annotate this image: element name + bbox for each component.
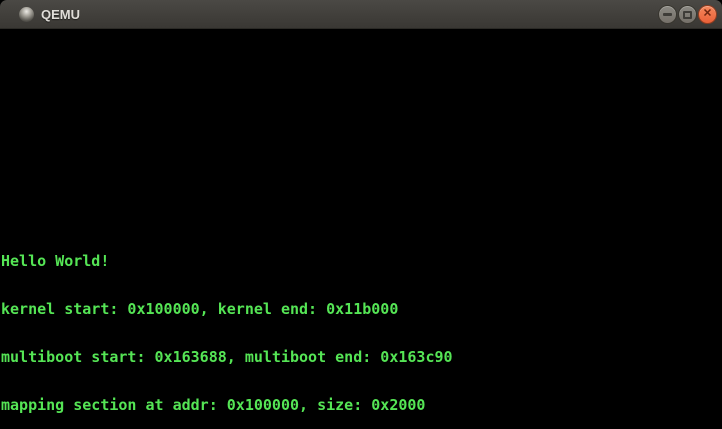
- console-line: kernel start: 0x100000, kernel end: 0x11…: [1, 300, 399, 318]
- qemu-window-icon: [19, 7, 34, 22]
- console-line: multiboot start: 0x163688, multiboot end…: [1, 348, 453, 366]
- console-line: mapping section at addr: 0x100000, size:…: [1, 396, 426, 414]
- maximize-button[interactable]: [678, 5, 697, 24]
- close-icon: ✕: [702, 7, 713, 20]
- close-button[interactable]: ✕: [698, 5, 717, 24]
- maximize-icon: [683, 10, 692, 19]
- window-title: QEMU: [41, 7, 80, 22]
- minimize-button[interactable]: [658, 5, 677, 24]
- window-controls: ✕: [658, 5, 717, 24]
- qemu-vga-display[interactable]: Hello World! kernel start: 0x100000, ker…: [0, 29, 722, 429]
- titlebar[interactable]: QEMU ✕: [0, 0, 722, 29]
- console-output: Hello World! kernel start: 0x100000, ker…: [1, 221, 453, 429]
- console-line: Hello World!: [1, 252, 110, 270]
- minimize-icon: [663, 13, 672, 16]
